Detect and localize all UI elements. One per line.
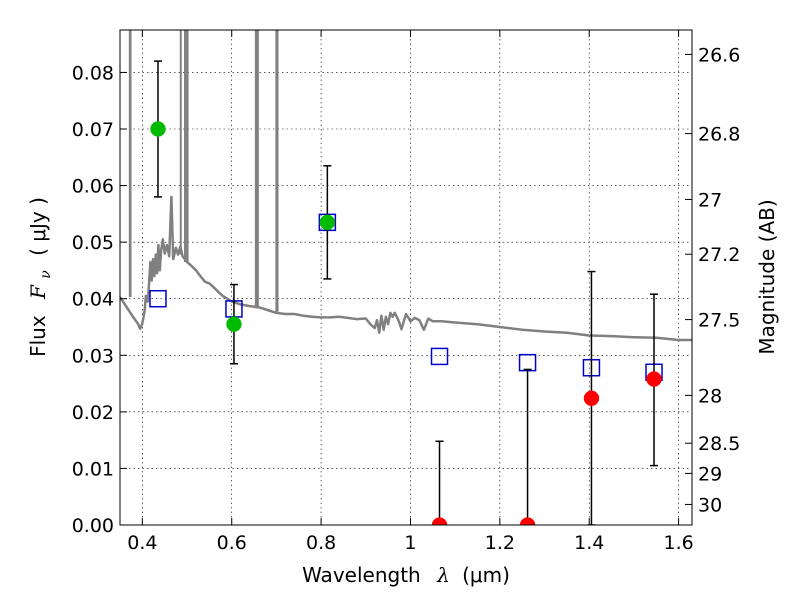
- y-axis-label-symbol-sub: ν: [38, 270, 54, 279]
- y-axis-label: Flux F ν ( μJy ): [26, 197, 55, 357]
- x-tick-label: 1: [404, 532, 416, 554]
- y-tick-label: 0.04: [72, 289, 114, 311]
- observed-point-red: [646, 371, 662, 387]
- observed-point-red: [519, 517, 536, 525]
- x-tick-label: 1.6: [663, 532, 693, 554]
- right-axis-label: Magnitude (AB): [755, 199, 779, 354]
- tick-layer: [120, 30, 692, 526]
- model-photometry-square: [430, 347, 449, 366]
- errorbar-group: [153, 60, 659, 525]
- observed-point-green: [226, 316, 242, 332]
- plot-area: [120, 30, 692, 525]
- observed-point-green: [319, 214, 336, 231]
- observed-point-red: [583, 390, 600, 407]
- y-axis-label-symbol: F: [26, 284, 50, 300]
- x-tick-label: 0.4: [127, 532, 157, 554]
- y-tick-label: 0.07: [72, 119, 114, 141]
- x-axis-label: Wavelength λ (μm): [302, 563, 510, 587]
- right-tick-label: 26.6: [698, 44, 740, 66]
- observed-point-green: [150, 121, 166, 137]
- model-sed-group: [120, 30, 692, 342]
- y-tick-label: 0.01: [72, 458, 114, 480]
- x-tick-labels: 0.4 0.6 0.8 1 1.2 1.4 1.6: [127, 532, 693, 554]
- y-tick-label: 0.03: [72, 345, 114, 367]
- model-sed-line: [120, 195, 692, 342]
- model-photometry-square: [149, 289, 167, 308]
- right-tick-label: 30: [698, 494, 722, 516]
- y-tick-label: 0.00: [72, 515, 114, 537]
- x-tick-label: 1.4: [574, 532, 604, 554]
- y-tick-label: 0.08: [72, 62, 114, 84]
- x-tick-label: 0.6: [217, 532, 247, 554]
- right-tick-label: 28.5: [698, 433, 740, 455]
- observed-point-red: [431, 517, 448, 525]
- y-tick-label: 0.02: [72, 402, 114, 424]
- right-tick-label: 27.2: [698, 244, 740, 266]
- right-tick-label: 27.5: [698, 310, 740, 332]
- x-axis-label-unit: (μm): [462, 563, 510, 587]
- right-tick-label: 29: [698, 463, 722, 485]
- right-tick-label: 28: [698, 385, 722, 407]
- y-tick-labels: 0.00 0.01 0.02 0.03 0.04 0.05 0.06 0.07 0.08: [72, 62, 114, 537]
- x-axis-label-main: Wavelength: [302, 563, 421, 587]
- model-photometry-square: [518, 353, 537, 372]
- x-tick-label: 1.2: [485, 532, 515, 554]
- y-axis-label-unit: ( μJy ): [26, 197, 50, 256]
- y-tick-label: 0.06: [72, 176, 114, 198]
- observed-points-group: [150, 121, 662, 525]
- x-axis-label-symbol: λ: [436, 563, 450, 587]
- right-tick-labels: 26.6 26.8 27 27.2 27.5 28 28.5 29 30: [698, 44, 740, 516]
- right-tick-label: 27: [698, 189, 722, 211]
- grid-layer: [120, 30, 692, 526]
- plot-frame: [119, 29, 693, 526]
- x-tick-label: 0.8: [306, 532, 336, 554]
- y-axis-label-main: Flux: [26, 315, 50, 357]
- y-tick-label: 0.05: [72, 232, 114, 254]
- right-tick-label: 26.8: [698, 124, 740, 146]
